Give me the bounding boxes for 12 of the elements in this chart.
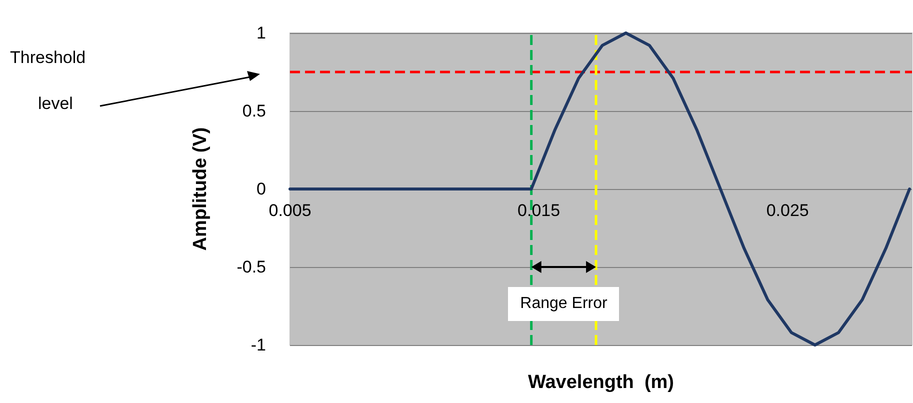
text: Threshold level [10, 48, 86, 113]
x-tick-label: 0.025 [766, 201, 809, 220]
y-tick-label: 1 [256, 24, 266, 42]
x-tick-label: 0.015 [518, 201, 560, 220]
y-axis-title: Amplitude (V) [190, 127, 211, 251]
y-tick-label: 0.5 [242, 102, 266, 120]
y-tick-label: 0 [256, 180, 266, 198]
x-axis-title: Wavelength (m) [528, 372, 674, 393]
x-tick-label: 0.005 [268, 201, 312, 220]
y-tick-label: -0.5 [236, 258, 266, 276]
y-tick-label: -1 [250, 336, 266, 354]
annotation: Range Error [508, 287, 620, 321]
